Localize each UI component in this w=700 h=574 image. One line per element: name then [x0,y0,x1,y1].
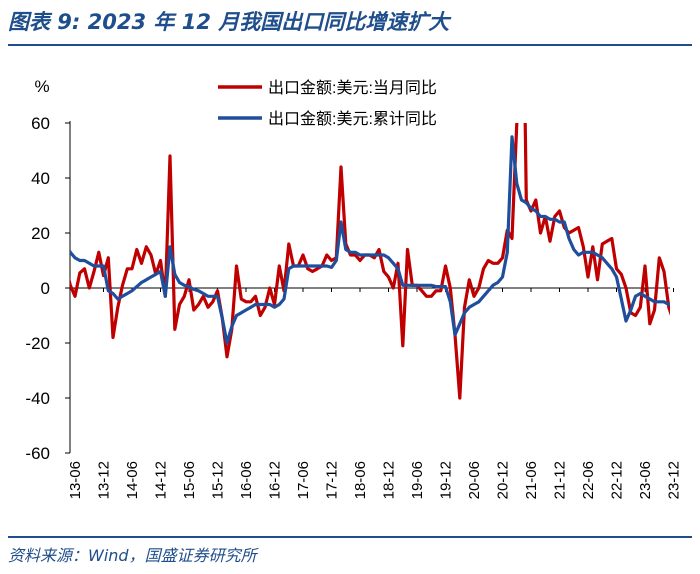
x-tick-label: 16-12 [267,461,284,499]
y-axis-label: % [34,77,49,96]
x-tick-label: 23-06 [637,461,654,499]
x-tick-label: 21-06 [523,461,540,499]
x-tick-label: 14-06 [124,461,141,499]
x-tick-label: 21-12 [552,461,569,499]
y-tick-label: 20 [31,224,50,243]
page-title: 图表 9: 2023 年 12 月我国出口同比增速扩大 [8,10,450,34]
x-tick-label: 17-06 [295,461,312,499]
x-tick-label: 23-12 [666,461,683,499]
x-tick-label: 20-12 [495,461,512,499]
y-axis: % 60 40 20 0 -20 -40 -60 [25,77,71,463]
x-tick-label: 18-12 [381,461,398,499]
x-tick-label: 13-06 [67,461,84,499]
series-monthly-yoy-line [70,123,670,400]
x-tick-label: 16-06 [238,461,255,499]
x-tick-label: 14-12 [153,461,170,499]
series-layer [70,123,670,400]
x-axis: 13-06 13-12 14-06 14-12 15-06 15-12 16-06 16-12… [67,287,683,499]
x-tick-label: 17-12 [324,461,341,499]
x-tick-label: 13-12 [96,461,113,499]
y-tick-label: -40 [25,389,50,408]
legend-label-monthly: 出口金额:美元:当月同比 [268,79,437,97]
title-rule [8,44,692,46]
x-tick-label: 22-06 [580,461,597,499]
x-tick-label: 15-12 [210,461,227,499]
series-cumulative-yoy-line [70,135,670,345]
y-tick-label: -20 [25,334,50,353]
source-rule [8,536,692,538]
x-tick-label: 19-06 [409,461,426,499]
y-tick-label: -60 [25,444,50,463]
x-tick-label: 19-12 [438,461,455,499]
legend-label-cumulative: 出口金额:美元:累计同比 [268,110,437,128]
x-tick-label: 15-06 [181,461,198,499]
y-tick-label: 40 [31,169,50,188]
x-tick-label: 20-06 [466,461,483,499]
y-tick-label: 0 [41,279,50,298]
y-tick-label: 60 [31,114,50,133]
source-note: 资料来源：Wind，国盛证券研究所 [8,546,257,565]
x-tick-label: 18-06 [352,461,369,499]
export-yoy-line-chart: % 60 40 20 0 -20 -40 -60 13-06 13-12 14-06 14-12 15… [25,77,683,499]
x-tick-label: 22-12 [609,461,626,499]
